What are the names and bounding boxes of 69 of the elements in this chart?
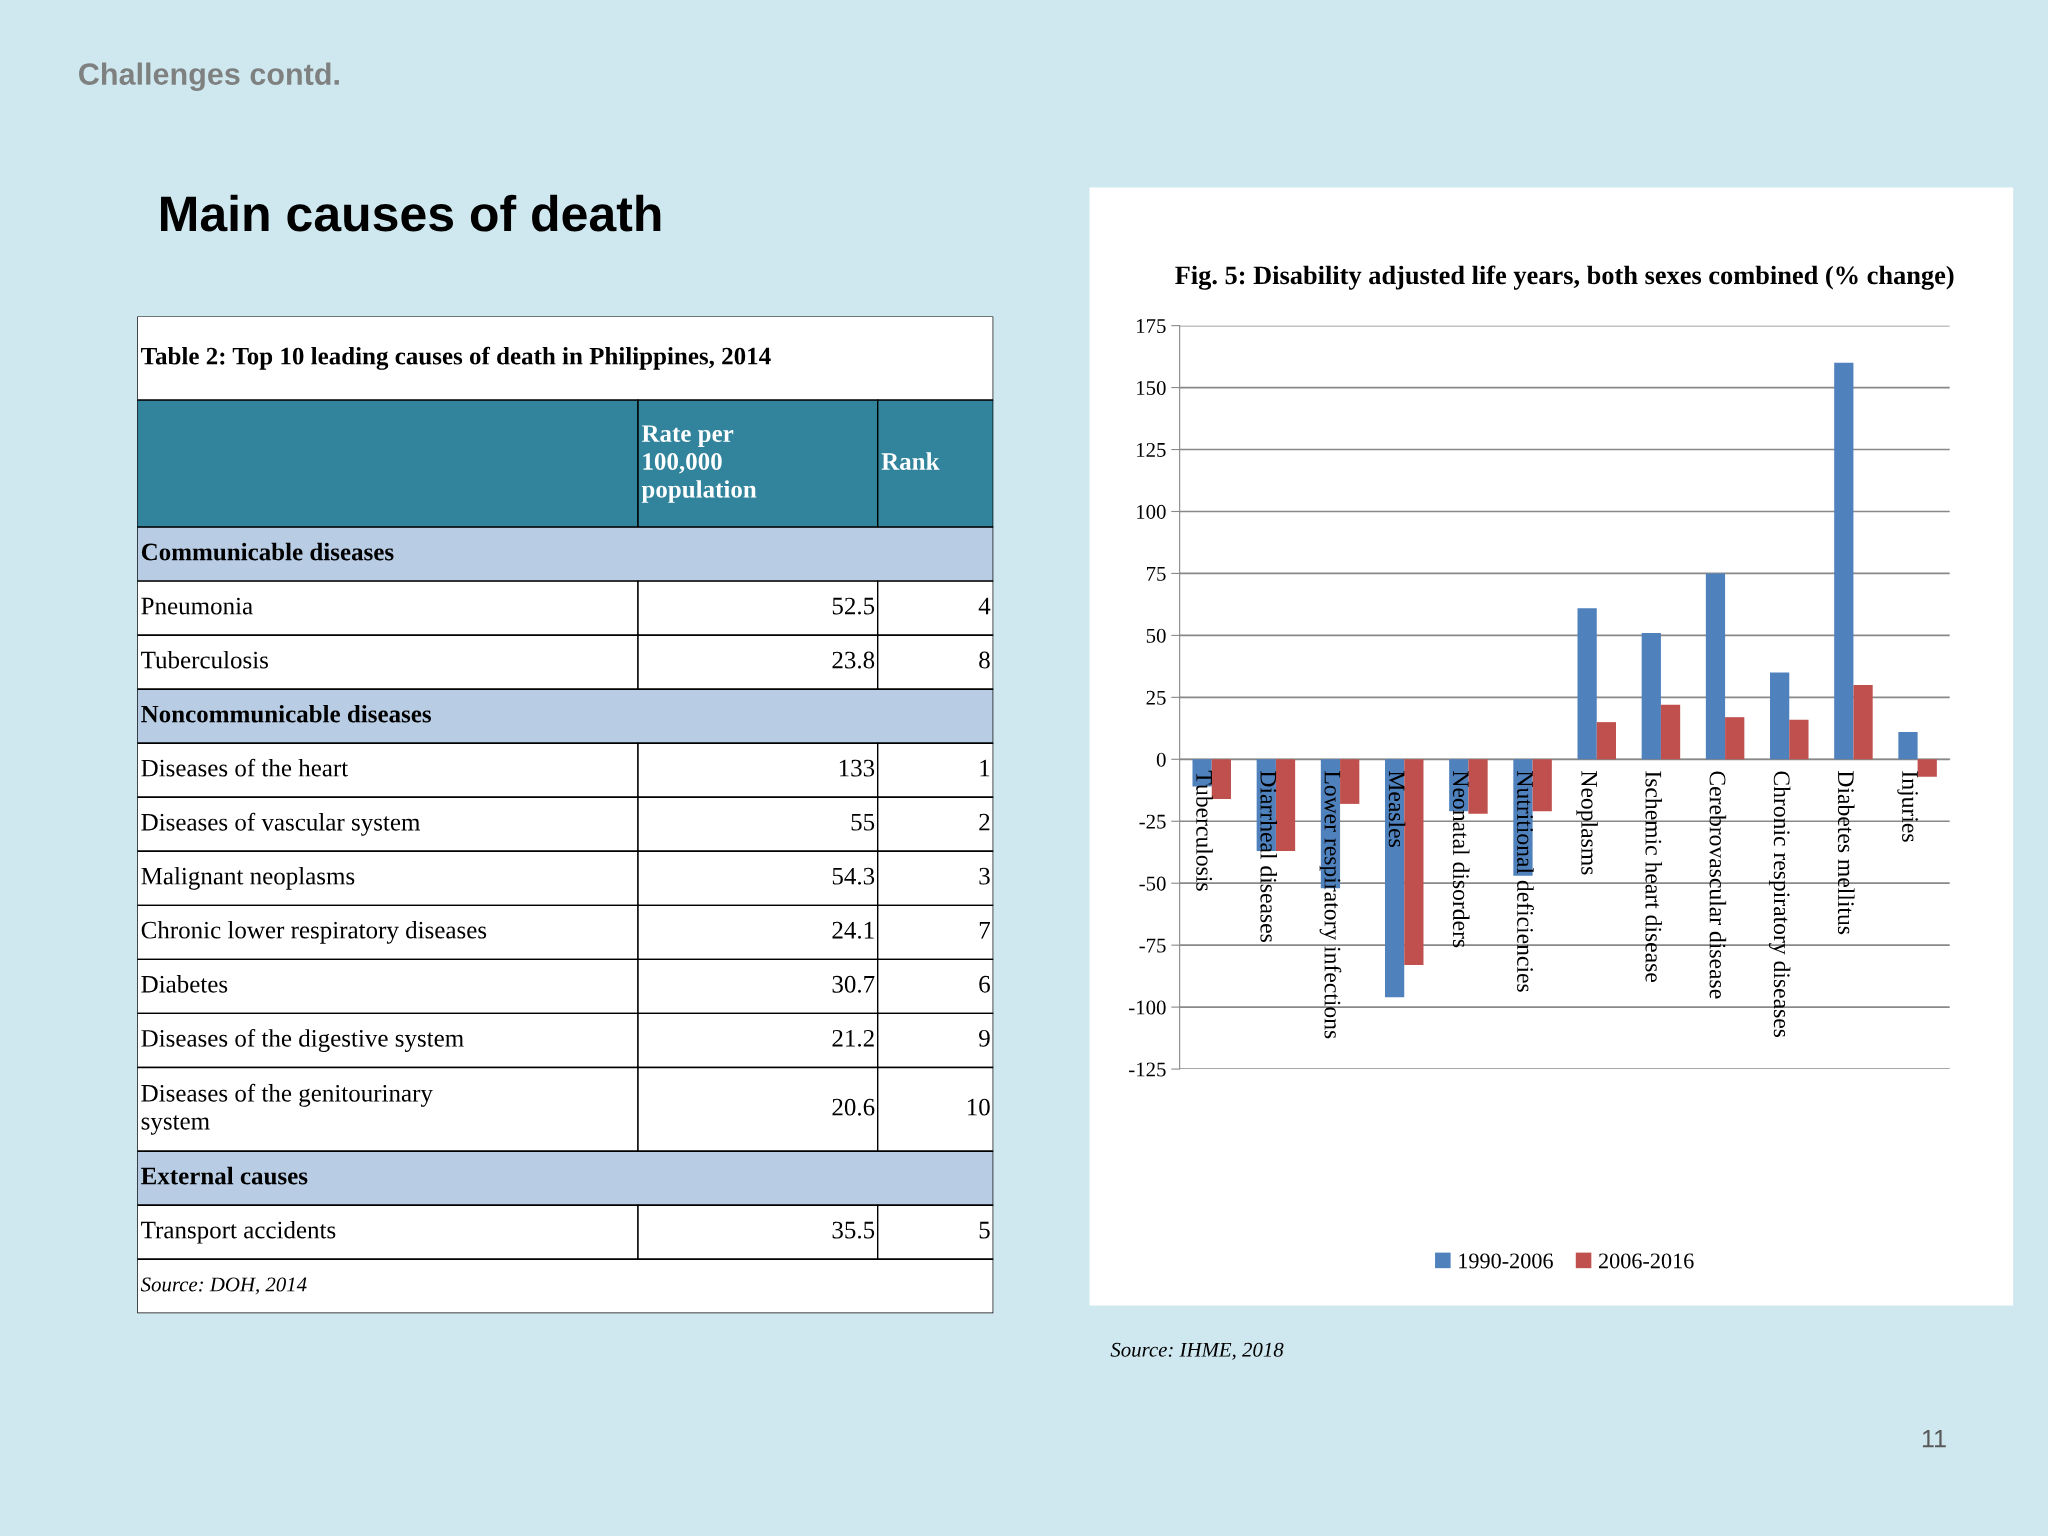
category-label: Chronic lower respiratory diseases [141, 920, 487, 944]
data-label: 133 [839, 759, 875, 777]
x-tick-label: Diarrheal diseases [1260, 771, 1277, 942]
data-label: 5 [979, 1221, 990, 1239]
source-note: Source: DOH, 2014 [140, 1277, 307, 1295]
data-label: 54.3 [832, 867, 875, 885]
chart-title: Fig. 5: Disability adjusted life years, both sexes combined (% change) [1175, 265, 1954, 290]
category-label: Pneumonia [141, 597, 253, 615]
y-tick-label: -75 [1139, 938, 1166, 953]
x-tick-label: Chronic respiratory diseases [1768, 771, 1791, 1038]
x-tick-label: Nutritional deficiencies [1517, 771, 1534, 992]
text: Main causes of death [161, 194, 661, 232]
y-tick-label: 25 [1146, 690, 1166, 705]
x-tick-label: Ischemic heart disease [1645, 771, 1663, 982]
x-tick-label: Diabetes mellitus [1837, 771, 1855, 935]
x-tick-label: Cerebrovascular disease [1709, 771, 1727, 999]
text: Rate per 100,000 population [641, 425, 757, 503]
y-tick-label: 100 [1137, 504, 1166, 519]
data-label: 52.5 [832, 597, 875, 615]
category-label: Diseases of vascular system [141, 812, 421, 836]
data-label: 20.6 [832, 1098, 875, 1116]
data-label: 9 [979, 1029, 990, 1047]
legend-label: 2006-2016 [1598, 1253, 1694, 1269]
data-label: 55 [851, 813, 875, 831]
x-tick-label: Measles [1388, 771, 1406, 847]
y-tick-label: -25 [1139, 814, 1166, 829]
data-label: 8 [979, 651, 990, 669]
data-label: 4 [978, 597, 991, 615]
category-label: Diseases of the digestive system [141, 1028, 464, 1052]
data-label: 10 [967, 1098, 990, 1116]
data-label: 3 [979, 867, 990, 885]
source-note: Source: IHME, 2018 [1110, 1342, 1284, 1360]
y-tick-label: -125 [1129, 1062, 1166, 1077]
y-tick-label: 0 [1156, 752, 1166, 767]
category-label: External causes [141, 1166, 308, 1185]
data-label: 35.5 [832, 1221, 875, 1239]
category-label: Diseases of the heart [141, 758, 349, 777]
x-tick-label: Injuries [1897, 771, 1918, 842]
category-label: Transport accidents [141, 1220, 336, 1244]
y-tick-label: -50 [1139, 876, 1166, 891]
x-tick-label: Neoplasms [1576, 771, 1598, 875]
data-label: 23.8 [832, 651, 875, 669]
data-label: 1 [980, 759, 990, 777]
y-tick-label: 150 [1137, 380, 1166, 396]
data-label: 30.7 [832, 975, 875, 993]
legend-label: 1990-2006 [1459, 1253, 1553, 1269]
x-tick-label: Lower respiratory infections [1319, 771, 1342, 1039]
category-label: Noncommunicable diseases [141, 704, 432, 723]
category-label: Diabetes [141, 975, 228, 993]
text: Table 2: Top 10 leading causes of death in Philippines, 2014 [141, 346, 771, 370]
y-tick-label: -100 [1129, 1000, 1166, 1015]
text: Rank [881, 452, 940, 470]
data-label: 24.1 [832, 921, 874, 939]
x-tick-label: Tuberculosis [1196, 770, 1213, 891]
data-label: 21.2 [832, 1029, 874, 1047]
text: 11 [1922, 1430, 1946, 1448]
category-label: Malignant neoplasms [141, 866, 355, 890]
category-label: Tuberculosis [141, 650, 268, 669]
category-label: Communicable diseases [141, 542, 394, 561]
x-tick-label: Neonatal disorders [1452, 771, 1470, 948]
text: Challenges contd. [79, 62, 339, 92]
data-label: 7 [979, 922, 990, 939]
y-tick-label: 125 [1137, 442, 1166, 457]
data-label: 6 [979, 975, 990, 993]
data-label: 2 [979, 813, 990, 831]
y-tick-label: 175 [1137, 319, 1166, 334]
y-tick-label: 75 [1146, 567, 1166, 581]
category-label: Diseases of the genitourinary system [141, 1083, 433, 1135]
y-tick-label: 50 [1146, 628, 1166, 643]
